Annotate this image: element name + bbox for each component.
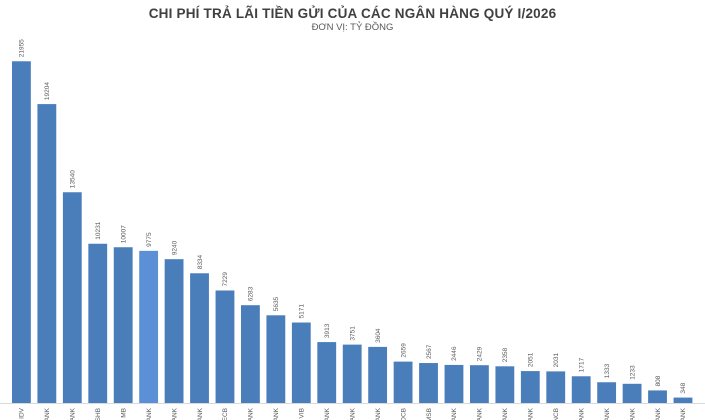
category-label-9: ECB (222, 408, 229, 420)
category-label-13: ANK (324, 407, 331, 420)
bar-6 (139, 250, 159, 403)
bar-20 (495, 366, 515, 403)
value-label-16: 2659 (400, 343, 407, 358)
bar-15 (368, 346, 388, 403)
category-label-19: ANK (477, 407, 484, 420)
value-label-4: 10231 (95, 221, 102, 239)
bar-23 (571, 376, 591, 403)
category-label-3: ANK (70, 407, 77, 420)
category-label-5: MB (120, 408, 127, 418)
category-label-26: ANK (655, 407, 662, 420)
category-label-10: ANK (248, 407, 255, 420)
bar-5 (113, 247, 133, 403)
bar-9 (215, 290, 235, 403)
bar-3 (62, 192, 82, 403)
category-label-22: NCB (553, 408, 560, 420)
value-label-15: 3604 (375, 328, 382, 343)
value-label-24: 1333 (604, 363, 611, 378)
value-label-1: 21955 (19, 39, 26, 57)
chart-subtitle: ĐƠN VỊ: TỶ ĐỒNG (311, 22, 394, 33)
category-label-12: VIB (299, 408, 306, 418)
category-label-27: ANK (680, 407, 687, 420)
category-label-2: ANK (44, 407, 51, 420)
category-label-1: IDV (19, 407, 26, 419)
value-label-8: 8334 (197, 254, 204, 269)
category-label-11: ANK (273, 407, 280, 420)
value-label-3: 13540 (70, 170, 77, 188)
bar-21 (520, 371, 540, 403)
bar-11 (266, 315, 286, 403)
bar-17 (419, 363, 438, 403)
bar-24 (597, 382, 617, 403)
bar-18 (444, 364, 464, 403)
value-label-25: 1233 (629, 365, 636, 380)
category-label-17: MSB (426, 408, 433, 420)
category-label-20: ANK (502, 407, 509, 420)
value-label-13: 3913 (324, 323, 331, 338)
category-label-7: ANK (171, 407, 178, 420)
value-label-11: 5635 (273, 296, 280, 311)
value-label-6: 9775 (146, 232, 153, 247)
value-label-7: 9240 (171, 240, 178, 255)
bar-4 (88, 243, 108, 403)
value-label-20: 2358 (502, 347, 509, 362)
value-label-5: 10007 (120, 225, 127, 243)
category-label-8: ANK (197, 407, 204, 420)
bar-19 (470, 365, 489, 403)
bar-16 (393, 361, 413, 403)
category-label-25: ANK (629, 407, 636, 420)
bar-8 (190, 273, 209, 403)
value-label-17: 2567 (426, 344, 433, 359)
value-label-22: 2031 (553, 353, 560, 368)
bar-7 (164, 259, 184, 403)
category-label-21: ANK (528, 407, 535, 420)
bar-1 (12, 61, 31, 404)
value-label-2: 19204 (44, 82, 51, 100)
value-label-23: 1717 (578, 357, 585, 372)
bar-22 (546, 371, 566, 403)
value-label-21: 2051 (528, 352, 535, 367)
bar-26 (648, 390, 667, 403)
category-label-23: ANK (578, 407, 585, 420)
bar-10 (241, 305, 260, 403)
bar-25 (622, 383, 642, 403)
value-label-19: 2429 (477, 346, 484, 361)
category-label-16: OCB (400, 408, 407, 420)
value-label-12: 5171 (299, 304, 306, 319)
bar-14 (342, 344, 362, 403)
value-label-14: 3751 (349, 326, 356, 341)
chart-title: CHI PHÍ TRẢ LÃI TIỀN GỬI CỦA CÁC NGÂN HÀ… (148, 6, 557, 21)
value-label-27: 348 (680, 382, 687, 393)
value-label-10: 6283 (248, 286, 255, 301)
category-label-4: SHB (95, 408, 102, 420)
bar-27 (673, 397, 693, 403)
value-label-18: 2446 (451, 346, 458, 361)
category-label-18: ANK (451, 407, 458, 420)
bar-12 (291, 322, 311, 403)
category-label-6: ANK (146, 407, 153, 420)
value-label-26: 808 (655, 375, 662, 386)
category-label-24: ANK (604, 407, 611, 420)
value-label-9: 7229 (222, 272, 229, 287)
bar-2 (37, 104, 57, 403)
bar-13 (317, 342, 337, 403)
category-label-15: ANK (375, 407, 382, 420)
category-label-14: ANK (349, 407, 356, 420)
